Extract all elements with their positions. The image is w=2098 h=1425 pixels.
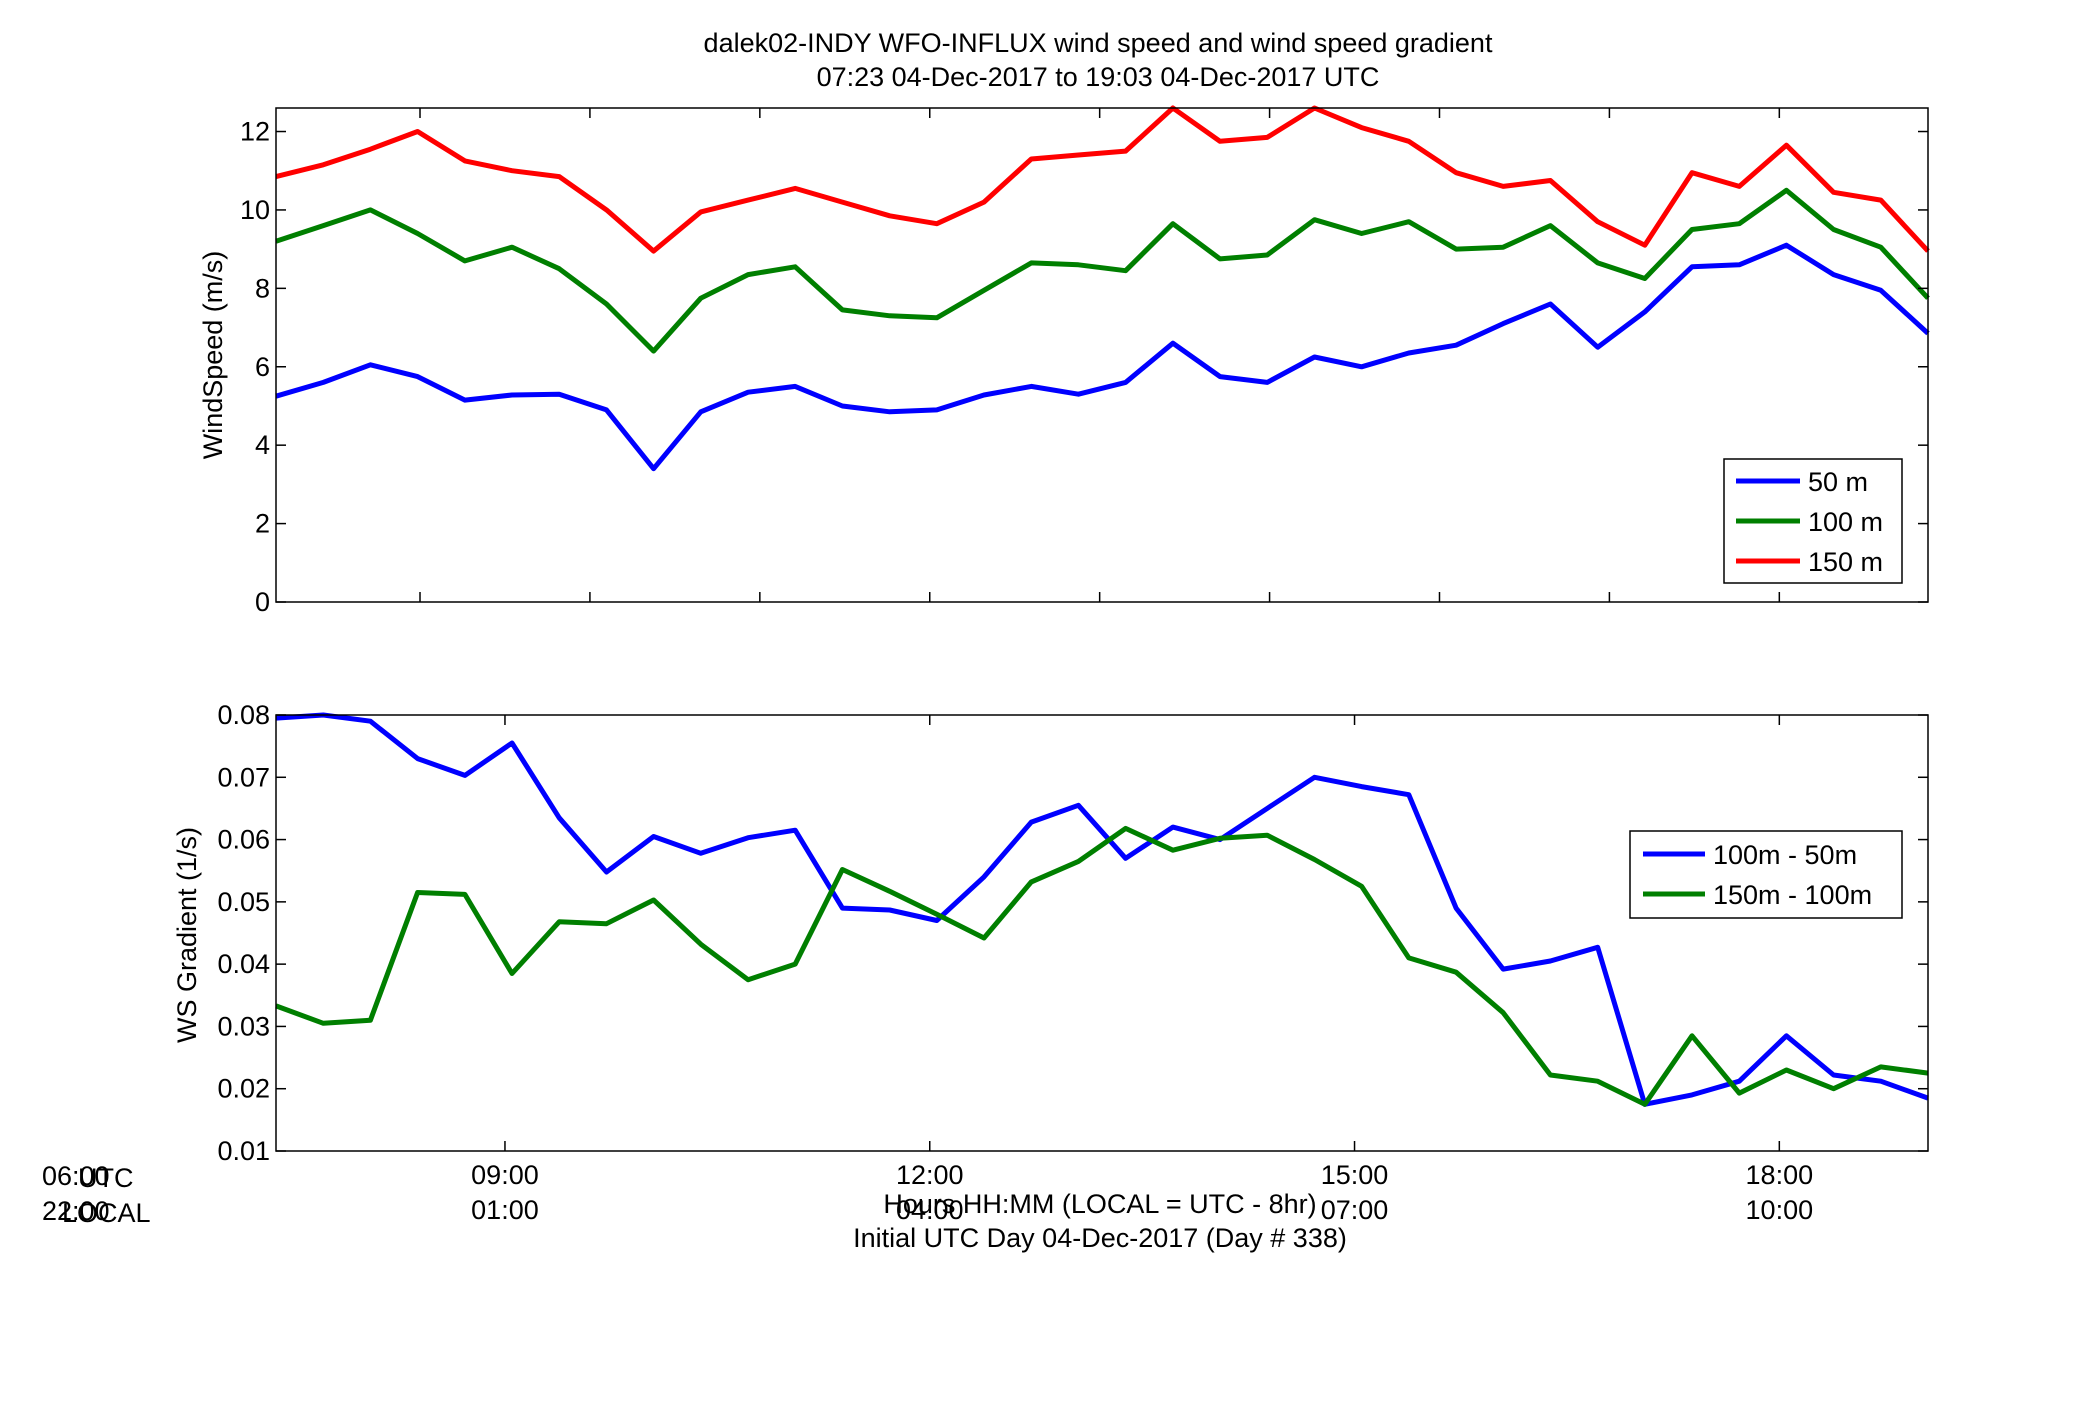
windspeed-series-line-150-m: [275, 105, 1930, 254]
windspeed-x-ticks: [419, 108, 1781, 602]
chart-title: dalek02-INDY WFO-INFLUX wind speed and w…: [704, 28, 1493, 58]
legend-label-100m-50m: 100m - 50m: [1713, 840, 1857, 870]
xtick-label-local: 01:00: [471, 1195, 539, 1225]
windspeed-y-axis-label: WindSpeed (m/s): [198, 251, 228, 460]
gradient-ytick-label: 0.01: [217, 1136, 270, 1166]
gradient-series-line-150m-100m: [275, 825, 1929, 1107]
windspeed-plot-area: [276, 108, 1928, 602]
gradient-ytick-label: 0.04: [217, 949, 270, 979]
gradient-x-ticks: 09:00 01:00 12:00 04:00 15:00 07:00 18:00 10:00: [471, 715, 1813, 1225]
xtick-label-local: 04:00: [896, 1195, 964, 1225]
gradient-ytick-label: 0.02: [217, 1074, 270, 1104]
xtick-label-utc: 09:00: [471, 1160, 539, 1190]
gradient-legend-box: [1629, 830, 1903, 919]
corner-local-label: LOCAL: [62, 1198, 151, 1228]
xtick-label-local: 07:00: [1321, 1195, 1389, 1225]
legend-label-50m: 50 m: [1808, 467, 1868, 497]
gradient-ytick-label: 0.08: [217, 700, 270, 730]
windspeed-ytick-label: 0: [255, 587, 270, 617]
corner-utc-time: 06:00: [42, 1161, 110, 1191]
gradient-legend: 100m - 50m 150m - 100m: [1629, 830, 1903, 919]
gradient-panel: 0.01 0.02 0.03 0.04 0.05 0.06 0.07 0.08 09:00 01…: [172, 700, 1929, 1225]
windspeed-series-line-50-m: [275, 242, 1930, 472]
windspeed-ytick-label: 10: [240, 195, 270, 225]
windspeed-series-layer: [275, 105, 1930, 472]
gradient-plot-area: [276, 715, 1928, 1151]
gradient-y-ticks: 0.01 0.02 0.03 0.04 0.05 0.06 0.07 0.08: [217, 700, 1928, 1166]
windspeed-panel: 0 2 4 6 8 10 12 WindSpeed (m/s) 50 m 100 m 150…: [198, 105, 1930, 617]
chart-subtitle: 07:23 04-Dec-2017 to 19:03 04-Dec-2017 U…: [817, 62, 1380, 92]
legend-label-100m: 100 m: [1808, 507, 1883, 537]
gradient-ytick-label: 0.06: [217, 825, 270, 855]
xtick-label-utc: 18:00: [1746, 1160, 1814, 1190]
legend-label-150m: 150 m: [1808, 547, 1883, 577]
windspeed-axes-box: [275, 107, 1929, 603]
x-axis-label: Hours HH:MM (LOCAL = UTC - 8hr): [883, 1189, 1316, 1219]
gradient-ytick-label: 0.05: [217, 887, 270, 917]
gradient-axes-box: [275, 714, 1929, 1152]
gradient-y-axis-label: WS Gradient (1/s): [172, 827, 202, 1043]
windspeed-ytick-label: 12: [240, 117, 270, 147]
gradient-ytick-label: 0.03: [217, 1011, 270, 1041]
windspeed-ytick-label: 8: [255, 273, 270, 303]
gradient-series-layer: [275, 712, 1929, 1107]
xtick-label-local: 10:00: [1746, 1195, 1814, 1225]
windspeed-ytick-label: 4: [255, 430, 270, 460]
windspeed-series-line-100-m: [275, 187, 1930, 354]
xtick-label-utc: 12:00: [896, 1160, 964, 1190]
corner-utc-label: UTC: [78, 1163, 134, 1193]
gradient-ytick-label: 0.07: [217, 762, 270, 792]
windspeed-ytick-label: 2: [255, 509, 270, 539]
windspeed-legend: 50 m 100 m 150 m: [1723, 458, 1903, 584]
gradient-series-line-100m-50m: [275, 712, 1929, 1107]
legend-label-150m-100m: 150m - 100m: [1713, 880, 1872, 910]
corner-local-time: 22:00: [42, 1196, 110, 1226]
xtick-label-utc: 15:00: [1321, 1160, 1389, 1190]
x-axis-sublabel: Initial UTC Day 04-Dec-2017 (Day # 338): [853, 1223, 1347, 1253]
windspeed-ytick-label: 6: [255, 352, 270, 382]
windspeed-y-ticks: 0 2 4 6 8 10 12: [240, 117, 1928, 617]
